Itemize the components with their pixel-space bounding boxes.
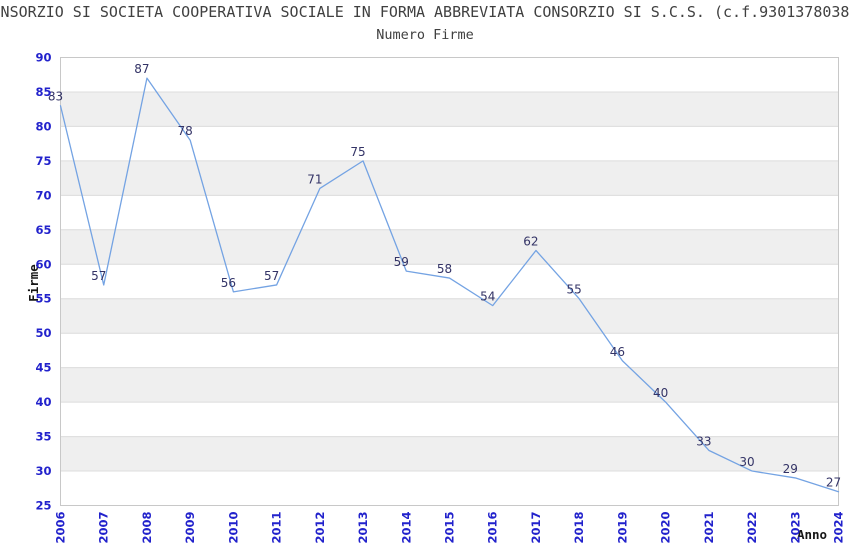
band-row	[60, 298, 839, 334]
point-label: 54	[480, 290, 495, 304]
y-tick-label: 35	[35, 430, 51, 444]
y-tick-label: 25	[35, 499, 51, 513]
point-label: 55	[567, 283, 582, 297]
chart-subtitle: Numero Firme	[376, 27, 474, 43]
data-line	[59, 77, 840, 493]
point-label: 29	[783, 462, 798, 476]
x-tick-label: 2010	[226, 512, 240, 544]
x-tick-label: 2017	[529, 512, 543, 544]
x-tick-label: 2007	[97, 512, 111, 544]
chart-title: CONSORZIO SI SOCIETA COOPERATIVA SOCIALE…	[0, 3, 850, 21]
point-label: 40	[653, 386, 668, 400]
point-label: 83	[48, 90, 63, 104]
x-tick-label: 2023	[788, 512, 802, 544]
point-label: 59	[394, 255, 409, 269]
y-tick-label: 75	[35, 154, 51, 168]
point-label: 57	[91, 269, 106, 283]
point-label: 58	[437, 262, 452, 276]
point-label: 46	[610, 345, 625, 359]
x-tick-label: 2019	[615, 512, 629, 544]
x-tick-label: 2009	[183, 512, 197, 544]
x-tick-label: 2016	[486, 512, 500, 544]
point-label: 71	[307, 172, 322, 186]
x-tick-label: 2013	[356, 512, 370, 544]
plot-border	[60, 57, 839, 506]
point-label: 33	[696, 434, 711, 448]
x-tick-label: 2022	[745, 512, 759, 544]
band-row	[60, 91, 839, 127]
x-tick-label: 2008	[140, 512, 154, 544]
band-row	[60, 160, 839, 196]
y-tick-label: 90	[35, 51, 51, 65]
y-axis-title: Firme	[26, 264, 41, 302]
x-axis-title: Anno	[797, 527, 827, 542]
point-label: 56	[221, 276, 236, 290]
x-tick-label: 2006	[54, 512, 68, 544]
y-tick-label: 45	[35, 361, 51, 375]
band-row	[60, 229, 839, 265]
point-label: 57	[264, 269, 279, 283]
x-tick-label: 2018	[572, 512, 586, 544]
y-tick-label: 65	[35, 223, 51, 237]
y-tick-label: 60	[35, 257, 51, 271]
point-label: 87	[134, 62, 149, 76]
x-tick-label: 2021	[702, 512, 716, 544]
point-label: 78	[178, 124, 193, 138]
point-label: 27	[826, 476, 841, 490]
y-tick-label: 55	[35, 292, 51, 306]
x-tick-label: 2011	[270, 512, 284, 544]
x-tick-label: 2024	[832, 512, 846, 544]
y-tick-label: 70	[35, 188, 51, 202]
point-label: 75	[350, 145, 365, 159]
y-tick-label: 80	[35, 119, 51, 133]
y-tick-label: 30	[35, 464, 51, 478]
point-label: 62	[523, 234, 538, 248]
band-row	[60, 367, 839, 403]
band-row	[60, 436, 839, 472]
y-tick-label: 85	[35, 85, 51, 99]
x-tick-label: 2014	[399, 512, 413, 544]
point-label: 30	[739, 455, 754, 469]
x-tick-label: 2020	[659, 512, 673, 544]
x-tick-label: 2015	[443, 512, 457, 544]
x-tick-label: 2012	[313, 512, 327, 544]
y-tick-label: 40	[35, 395, 51, 409]
y-tick-label: 50	[35, 326, 51, 340]
